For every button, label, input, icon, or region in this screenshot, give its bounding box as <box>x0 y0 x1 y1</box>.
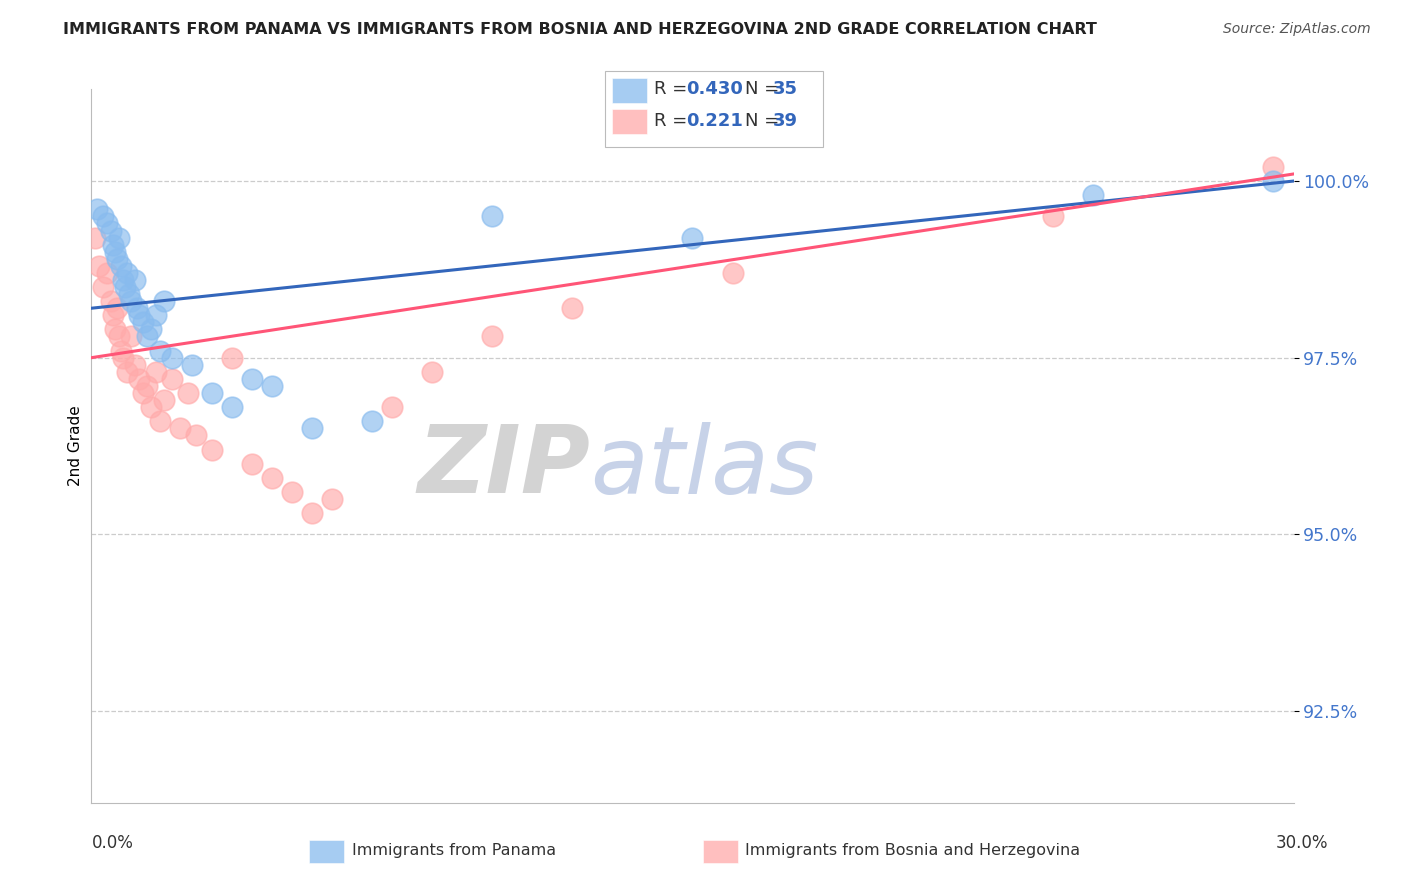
Point <box>260 471 283 485</box>
Point <box>145 308 167 322</box>
Point <box>108 329 131 343</box>
Point <box>152 294 174 309</box>
Point <box>180 358 202 372</box>
Point <box>118 287 141 301</box>
Point <box>103 237 125 252</box>
Text: 0.430: 0.430 <box>686 80 742 98</box>
Point <box>281 484 304 499</box>
Point <box>112 273 135 287</box>
Point <box>148 414 170 428</box>
Point <box>321 491 343 506</box>
Point <box>100 294 122 309</box>
Text: R =: R = <box>654 112 693 130</box>
Point <box>110 343 132 358</box>
Text: Immigrants from Panama: Immigrants from Panama <box>352 844 555 858</box>
Point <box>481 210 503 224</box>
Point <box>84 230 107 244</box>
Point <box>1083 188 1105 202</box>
Point <box>169 421 191 435</box>
Point <box>96 266 118 280</box>
Text: IMMIGRANTS FROM PANAMA VS IMMIGRANTS FROM BOSNIA AND HERZEGOVINA 2ND GRADE CORRE: IMMIGRANTS FROM PANAMA VS IMMIGRANTS FRO… <box>63 22 1097 37</box>
Text: R =: R = <box>654 80 693 98</box>
Point <box>141 322 163 336</box>
Point <box>108 230 131 244</box>
Point <box>136 379 159 393</box>
Text: N =: N = <box>745 112 785 130</box>
Point <box>721 266 744 280</box>
Point <box>160 372 183 386</box>
Point <box>117 266 139 280</box>
Point <box>96 216 118 230</box>
Point <box>117 365 139 379</box>
Text: 30.0%: 30.0% <box>1277 834 1329 852</box>
Point <box>240 372 263 386</box>
Point <box>1263 160 1285 174</box>
Point <box>360 414 382 428</box>
Point <box>110 259 132 273</box>
Point <box>121 329 143 343</box>
Point <box>121 294 143 309</box>
Point <box>1042 210 1064 224</box>
Point <box>681 230 703 244</box>
Point <box>184 428 207 442</box>
Point <box>86 202 108 217</box>
Point <box>160 351 183 365</box>
Text: 35: 35 <box>773 80 799 98</box>
Point <box>141 400 163 414</box>
Point <box>104 244 127 259</box>
Point <box>132 386 155 401</box>
Point <box>221 400 243 414</box>
Y-axis label: 2nd Grade: 2nd Grade <box>67 406 83 486</box>
Point <box>301 506 323 520</box>
Point <box>176 386 198 401</box>
Point <box>152 393 174 408</box>
Point <box>107 301 129 316</box>
Point <box>100 223 122 237</box>
Point <box>240 457 263 471</box>
Point <box>260 379 283 393</box>
Text: Source: ZipAtlas.com: Source: ZipAtlas.com <box>1223 22 1371 37</box>
Text: Immigrants from Bosnia and Herzegovina: Immigrants from Bosnia and Herzegovina <box>745 844 1080 858</box>
Point <box>127 301 149 316</box>
Point <box>481 329 503 343</box>
Text: ZIP: ZIP <box>418 421 591 514</box>
Point <box>148 343 170 358</box>
Point <box>145 365 167 379</box>
Point <box>132 315 155 329</box>
Point <box>136 329 159 343</box>
Point <box>381 400 404 414</box>
Point <box>104 322 127 336</box>
Point <box>201 386 224 401</box>
Point <box>103 308 125 322</box>
Text: N =: N = <box>745 80 785 98</box>
Point <box>124 273 146 287</box>
Text: 0.221: 0.221 <box>686 112 742 130</box>
Text: atlas: atlas <box>591 422 818 513</box>
Point <box>89 259 111 273</box>
Point <box>112 351 135 365</box>
Point <box>128 308 150 322</box>
Point <box>1263 174 1285 188</box>
Point <box>124 358 146 372</box>
Text: 39: 39 <box>773 112 799 130</box>
Point <box>93 280 115 294</box>
Point <box>301 421 323 435</box>
Point <box>93 210 115 224</box>
Point <box>420 365 443 379</box>
Point <box>128 372 150 386</box>
Point <box>561 301 583 316</box>
Point <box>201 442 224 457</box>
Point <box>114 280 136 294</box>
Point <box>221 351 243 365</box>
Text: 0.0%: 0.0% <box>91 834 134 852</box>
Point <box>107 252 129 266</box>
